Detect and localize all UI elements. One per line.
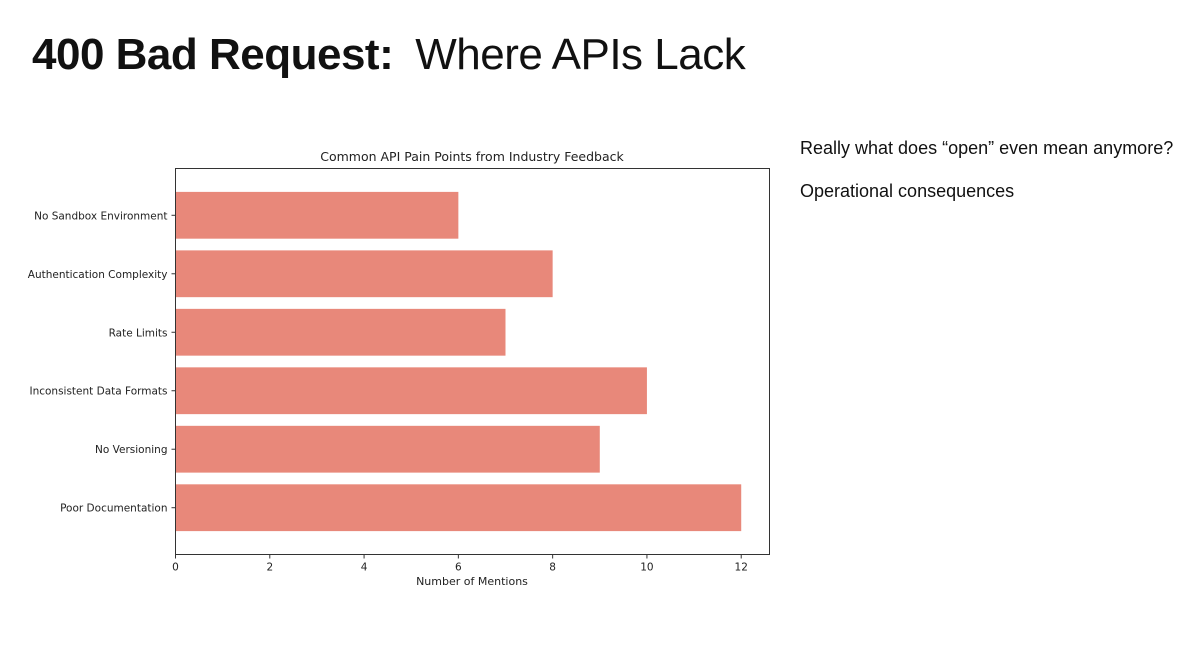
bar	[175, 250, 553, 298]
bar	[175, 425, 600, 473]
y-tick-label: Inconsistent Data Formats	[29, 386, 167, 398]
bar	[175, 484, 742, 532]
x-tick-label: 2	[266, 562, 273, 574]
bar	[175, 191, 459, 239]
slide-title: 400 Bad Request: Where APIs Lack	[32, 30, 792, 80]
title-bold: 400 Bad Request:	[32, 30, 394, 79]
note-open-meaning: Really what does “open” even mean anymor…	[800, 138, 1174, 158]
y-tick-label: Rate Limits	[109, 327, 168, 339]
x-tick-label: 0	[172, 562, 179, 574]
note-operational-consequences: Operational consequences	[800, 181, 1015, 201]
x-tick-label: 12	[735, 562, 748, 574]
y-tick-label: No Sandbox Environment	[34, 210, 167, 222]
y-tick-label: Authentication Complexity	[28, 269, 168, 281]
y-tick-label: No Versioning	[95, 444, 167, 456]
title-rest: Where APIs Lack	[415, 30, 746, 79]
x-tick-label: 4	[361, 562, 368, 574]
y-tick-label: Poor Documentation	[60, 503, 167, 515]
x-tick-label: 6	[455, 562, 462, 574]
bar	[175, 308, 506, 356]
bar-chart: Common API Pain Points from Industry Fee…	[28, 149, 770, 588]
plot-frame	[175, 168, 770, 555]
x-tick-label: 10	[640, 562, 653, 574]
x-tick-label: 8	[549, 562, 556, 574]
bar	[175, 367, 647, 415]
x-axis-label: Number of Mentions	[416, 575, 528, 588]
chart-title: Common API Pain Points from Industry Fee…	[320, 149, 624, 164]
